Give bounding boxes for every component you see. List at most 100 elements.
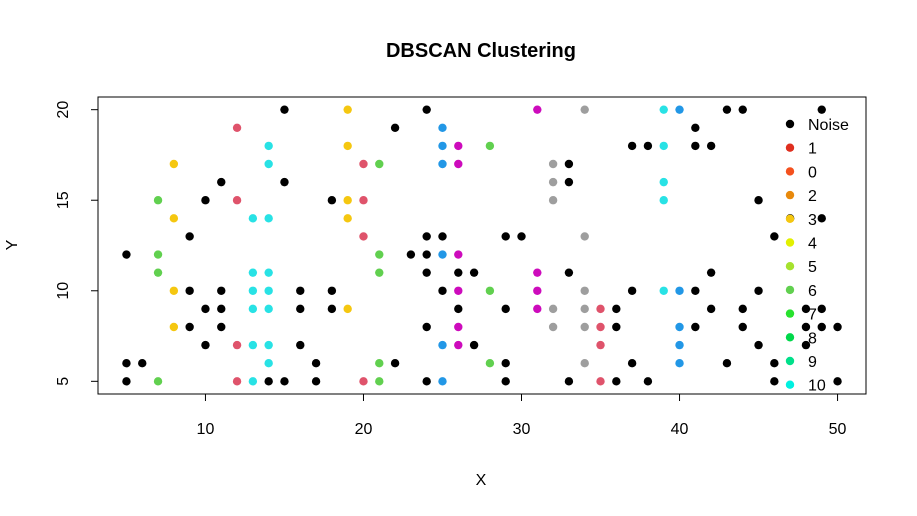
- data-point: [264, 141, 273, 151]
- data-point: [217, 177, 226, 187]
- y-axis-label: Y: [4, 239, 21, 250]
- data-point: [438, 377, 447, 386]
- data-point: [770, 232, 779, 241]
- legend-marker: [785, 333, 795, 342]
- data-point: [691, 123, 700, 132]
- data-point: [659, 105, 668, 114]
- data-point: [533, 268, 542, 277]
- legend-marker: [785, 356, 795, 366]
- data-point: [454, 250, 463, 259]
- data-point: [248, 377, 258, 386]
- data-point: [454, 340, 463, 350]
- data-point: [185, 286, 194, 295]
- legend-marker: [785, 309, 795, 318]
- x-tick-label: 10: [197, 421, 215, 438]
- data-point: [122, 377, 131, 386]
- data-point: [343, 141, 352, 151]
- data-point: [438, 159, 447, 169]
- data-point: [501, 232, 510, 241]
- data-point: [564, 377, 574, 386]
- data-point: [580, 286, 589, 295]
- data-point: [596, 322, 605, 332]
- data-point: [454, 141, 463, 151]
- data-point: [548, 159, 558, 169]
- legend-marker: [785, 190, 795, 200]
- data-point: [422, 232, 431, 241]
- data-point: [438, 123, 447, 132]
- data-point: [817, 214, 826, 223]
- data-point: [359, 196, 368, 205]
- data-point: [217, 304, 226, 314]
- data-point: [533, 286, 542, 295]
- data-point: [264, 304, 273, 314]
- data-point: [548, 304, 558, 314]
- data-point: [122, 359, 131, 368]
- data-point: [517, 232, 526, 241]
- data-point: [438, 250, 447, 259]
- y-axis: 5 10 15 20: [55, 101, 99, 386]
- data-point: [533, 105, 542, 114]
- legend-label: 10: [808, 378, 826, 395]
- legend-label: 9: [808, 354, 817, 371]
- data-point: [375, 159, 384, 169]
- x-axis: 10 20 30 40 50: [197, 393, 847, 438]
- data-point: [738, 322, 747, 332]
- data-point: [296, 286, 305, 295]
- data-point: [675, 340, 684, 350]
- data-point: [327, 286, 337, 295]
- data-point: [311, 359, 321, 368]
- data-point: [722, 359, 732, 368]
- data-point: [390, 359, 400, 368]
- x-tick-label: 40: [671, 421, 689, 438]
- data-point: [153, 377, 163, 386]
- legend-marker: [785, 143, 795, 152]
- legend-label: 3: [808, 212, 817, 229]
- data-point: [422, 268, 431, 277]
- x-tick-label: 50: [829, 421, 847, 438]
- data-point: [580, 232, 589, 241]
- data-point: [501, 359, 510, 368]
- data-point: [422, 250, 431, 259]
- y-tick-label: 15: [55, 191, 72, 209]
- data-point: [738, 105, 747, 114]
- data-points: [122, 105, 842, 386]
- data-point: [801, 304, 811, 314]
- data-point: [359, 377, 368, 386]
- legend-marker: [785, 238, 795, 247]
- data-point: [280, 377, 289, 386]
- data-point: [564, 268, 574, 277]
- data-point: [770, 377, 779, 386]
- data-point: [169, 159, 179, 169]
- data-point: [153, 196, 163, 205]
- legend-marker: [785, 214, 795, 223]
- data-point: [359, 159, 368, 169]
- data-point: [359, 232, 368, 241]
- data-point: [580, 105, 589, 114]
- data-point: [185, 322, 194, 332]
- data-point: [343, 214, 352, 223]
- data-point: [327, 196, 337, 205]
- data-point: [422, 377, 431, 386]
- data-point: [691, 322, 700, 332]
- data-point: [122, 250, 131, 259]
- data-point: [169, 322, 179, 332]
- x-axis-label: X: [476, 472, 487, 489]
- data-point: [169, 214, 179, 223]
- data-point: [375, 250, 384, 259]
- data-point: [217, 286, 226, 295]
- data-point: [691, 141, 700, 151]
- data-point: [706, 304, 716, 314]
- data-point: [264, 268, 273, 277]
- data-point: [264, 359, 273, 368]
- data-point: [691, 286, 700, 295]
- data-point: [817, 322, 826, 332]
- data-point: [343, 304, 352, 314]
- data-point: [706, 141, 716, 151]
- data-point: [659, 141, 668, 151]
- data-point: [801, 322, 811, 332]
- data-point: [248, 268, 258, 277]
- data-point: [627, 286, 637, 295]
- data-point: [596, 304, 605, 314]
- data-point: [232, 340, 242, 350]
